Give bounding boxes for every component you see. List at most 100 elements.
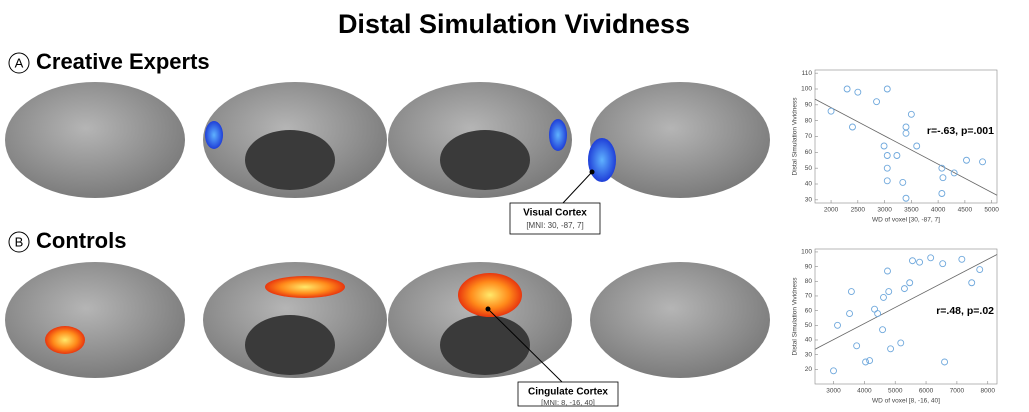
data-point [980,159,986,165]
panel-letter: A [15,55,24,70]
x-axis-label: WD of voxel [30, -87, 7] [872,217,940,224]
x-tick-label: 6000 [919,388,934,395]
data-point [880,327,886,333]
brain-lateral [590,82,770,198]
data-point [867,358,873,364]
y-axis-label: Distal Simulation Vividness [792,97,799,176]
data-point [903,124,909,130]
panel-letter: B [15,234,24,249]
activation-blob [205,121,223,149]
data-point [914,143,920,149]
brain-lateral [5,82,185,198]
callout-line [563,172,592,203]
y-tick-label: 70 [805,293,813,300]
y-tick-label: 40 [805,181,813,188]
data-point [880,294,886,300]
data-point [940,175,946,181]
activation-blob [265,276,345,298]
y-tick-label: 60 [805,307,813,314]
data-point [849,124,855,130]
data-point [928,255,934,261]
y-tick-label: 90 [805,102,813,109]
x-tick-label: 4500 [958,207,973,214]
trend-line [815,254,997,349]
data-point [872,306,878,312]
data-point [863,359,869,365]
data-point [875,311,881,317]
data-point [939,191,945,197]
y-tick-label: 70 [805,133,813,140]
y-tick-label: 40 [805,337,813,344]
y-tick-label: 90 [805,263,813,270]
data-point [909,258,915,264]
data-point [854,343,860,349]
data-point [881,143,887,149]
brain-row-a [5,82,770,198]
data-point [884,268,890,274]
data-point [848,289,854,295]
data-point [874,99,880,105]
scatter-chart: 30 40 50 60 70 80 90 100 110 2000 2500 3000 3500 4000… [792,70,1000,224]
data-point [963,157,969,163]
data-point [942,359,948,365]
y-tick-label: 110 [802,70,813,77]
data-point [884,165,890,171]
data-point [847,311,853,317]
callout-subtitle: [MNI: 30, -87, 7] [526,221,583,230]
callout-title: Visual Cortex [523,208,587,219]
data-point [903,195,909,201]
x-tick-label: 2500 [851,207,866,214]
brain-lateral [5,262,185,378]
figure: Distal Simulation Vividness A Creative E… [0,0,1029,407]
x-tick-label: 5000 [888,388,903,395]
brain-core [245,130,335,190]
callout-subtitle: [MNI: 8, -16, 40] [541,398,595,407]
x-tick-label: 5000 [984,207,999,214]
activation-blob [45,326,85,354]
x-tick-label: 4000 [857,388,872,395]
x-tick-label: 8000 [981,388,996,395]
data-point [828,108,834,114]
y-tick-label: 50 [805,165,813,172]
brain-lateral [590,262,770,378]
data-point [844,86,850,92]
panel-a-header: A Creative Experts [9,49,210,74]
y-tick-label: 30 [805,351,813,358]
data-point [907,280,913,286]
data-point [894,153,900,159]
x-tick-label: 3500 [904,207,919,214]
x-tick-label: 7000 [950,388,965,395]
y-tick-label: 80 [805,117,813,124]
data-point [884,153,890,159]
figure-title: Distal Simulation Vividness [338,9,690,39]
data-point [886,289,892,295]
x-tick-label: 4000 [931,207,946,214]
data-point [917,259,923,265]
data-point [898,340,904,346]
data-point [959,256,965,262]
brain-core [245,315,335,375]
x-axis-label: WD of voxel [8, -16, 40] [872,398,940,405]
annotation: r=.48, p=.02 [936,305,994,317]
data-point [884,178,890,184]
x-tick-label: 3000 [877,207,892,214]
y-tick-label: 50 [805,322,813,329]
callout-title: Cingulate Cortex [528,387,608,398]
y-tick-label: 30 [805,197,813,204]
data-point [969,280,975,286]
y-tick-label: 60 [805,149,813,156]
activation-blob [588,138,616,182]
x-tick-label: 3000 [826,388,841,395]
x-tick-label: 2000 [824,207,839,214]
data-point [884,86,890,92]
callout-point [486,307,491,312]
callout-point [590,170,595,175]
y-tick-label: 100 [801,86,812,93]
y-tick-label: 80 [805,278,813,285]
y-axis-label: Distal Simulation Vividness [792,277,799,356]
panel-title: Controls [36,228,126,253]
brain-row-b [5,262,770,378]
data-point [940,261,946,267]
activation-blob [549,119,567,151]
